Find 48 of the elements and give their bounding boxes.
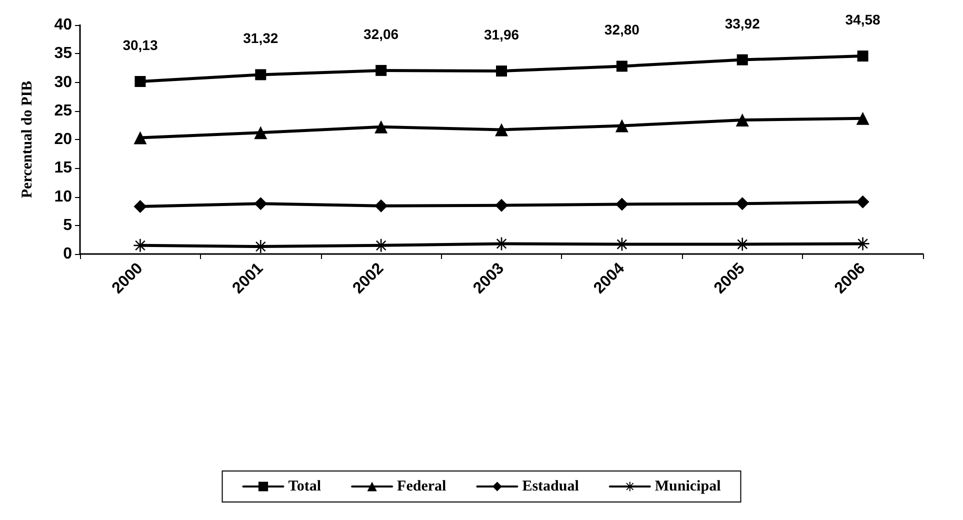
point [736,114,749,127]
data-label: 30,13 [122,37,158,54]
point [376,64,387,76]
point [495,123,508,136]
point [134,76,146,88]
legend-label: Federal [397,478,446,494]
legend-label: Estadual [522,478,579,494]
data-label: 31,32 [243,30,278,46]
legend-label: Municipal [654,478,721,494]
y-tick-label: 5 [63,216,72,234]
point [856,112,870,125]
point [615,238,628,251]
point [856,195,870,208]
point [616,60,628,72]
y-tick-label: 30 [54,74,72,91]
point [374,120,388,134]
y-axis-title: Percentual do PIB [20,80,36,198]
point [495,237,508,250]
data-label: 33,92 [724,15,760,32]
point [615,198,628,211]
y-tick-label: 40 [54,16,72,34]
point [254,240,268,254]
point [134,238,147,252]
y-tick-label: 35 [54,45,72,62]
data-label: 31,96 [484,26,520,43]
y-tick-label: 20 [54,131,72,148]
y-tick-label: 25 [54,102,72,120]
point [495,198,508,212]
point [736,54,748,66]
data-label: 32,06 [364,26,399,42]
data-label: 32,80 [604,22,640,38]
y-tick-label: 0 [63,246,72,262]
point [254,197,268,210]
point [255,69,266,80]
point [374,199,388,212]
data-label: 34,58 [845,12,881,28]
y-tick-label: 10 [54,188,72,206]
point [736,238,749,251]
point [254,126,268,140]
point [736,197,749,210]
point [496,66,507,77]
point [134,131,147,144]
point [134,200,147,213]
point [615,119,628,132]
point [857,50,868,62]
legend-label: Total [288,478,322,494]
point [856,237,870,250]
y-tick-label: 15 [54,160,72,177]
